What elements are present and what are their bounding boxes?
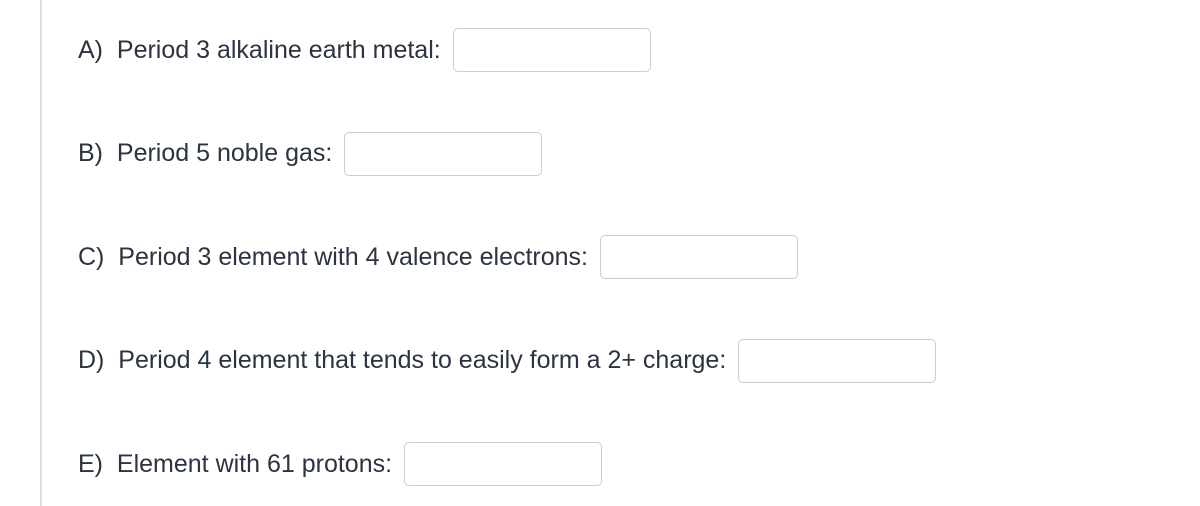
question-row-a: A) Period 3 alkaline earth metal: xyxy=(78,28,1160,72)
answer-input-d[interactable] xyxy=(738,339,936,383)
question-row-b: B) Period 5 noble gas: xyxy=(78,132,1160,176)
question-row-e: E) Element with 61 protons: xyxy=(78,442,1160,486)
question-label-b: B) Period 5 noble gas: xyxy=(78,139,332,168)
question-row-d: D) Period 4 element that tends to easily… xyxy=(78,339,1160,383)
question-label-c: C) Period 3 element with 4 valence elect… xyxy=(78,243,588,272)
question-label-a: A) Period 3 alkaline earth metal: xyxy=(78,36,441,65)
question-list: A) Period 3 alkaline earth metal: B) Per… xyxy=(40,0,1200,506)
answer-input-b[interactable] xyxy=(344,132,542,176)
answer-input-e[interactable] xyxy=(404,442,602,486)
answer-input-a[interactable] xyxy=(453,28,651,72)
question-label-d: D) Period 4 element that tends to easily… xyxy=(78,346,726,375)
question-label-e: E) Element with 61 protons: xyxy=(78,450,392,479)
question-row-c: C) Period 3 element with 4 valence elect… xyxy=(78,235,1160,279)
answer-input-c[interactable] xyxy=(600,235,798,279)
